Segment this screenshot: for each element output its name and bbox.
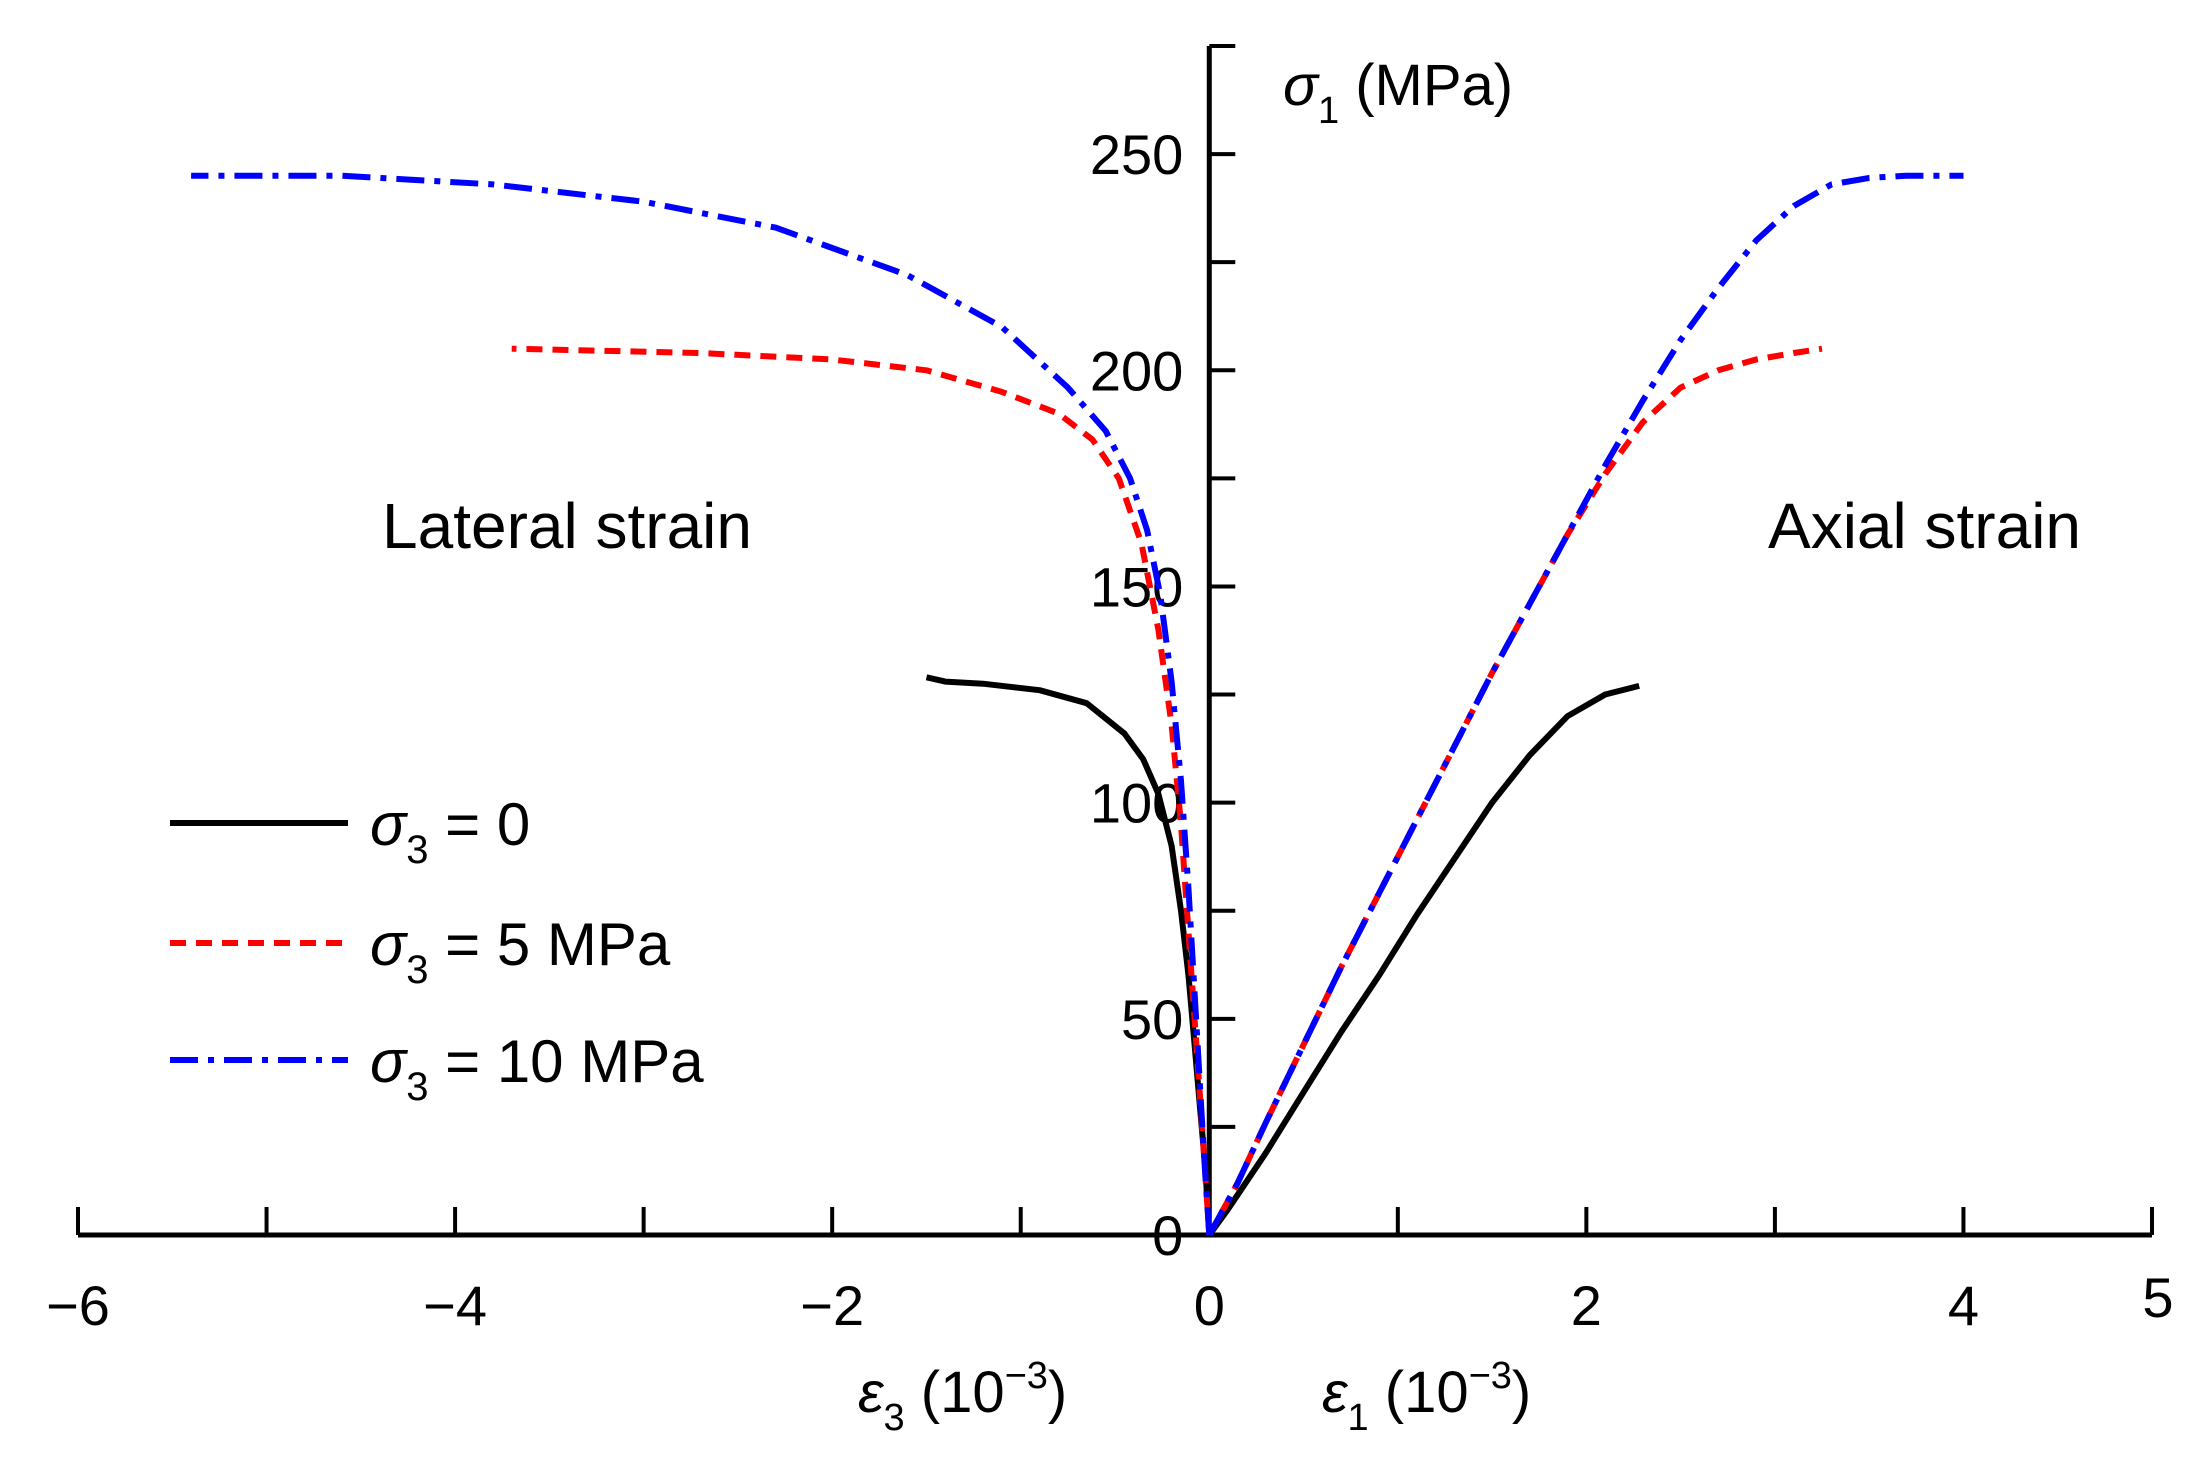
x-label-axial-symbol: ε: [1322, 1360, 1349, 1425]
x-axis-label-axial: ε1 (10−3): [1322, 1355, 1531, 1439]
x-label-axial-close: ): [1512, 1360, 1531, 1425]
legend: σ3 = 0 σ3 = 5 MPa σ3 = 10 MPa: [170, 791, 704, 1109]
series-layer: [191, 172, 1964, 1237]
x-ticks: −6 −4 −2 0 2 4 5: [46, 1207, 2174, 1337]
series-1-axial-line: [1206, 682, 1640, 1237]
x-label-axial-subscript: 1: [1348, 1397, 1369, 1439]
x-tick-label: 5: [2142, 1266, 2173, 1329]
series-3-axial-line: [1206, 172, 1964, 1237]
x-label-lateral-unit: (10: [905, 1360, 1005, 1425]
y-tick-label: 0: [1152, 1204, 1183, 1267]
x-label-lateral-superscript: −3: [1005, 1355, 1048, 1397]
x-label-axial-unit: (10: [1369, 1360, 1469, 1425]
x-label-lateral-close: ): [1048, 1360, 1067, 1425]
y-tick-label: 250: [1090, 123, 1183, 186]
x-label-lateral-subscript: 3: [884, 1397, 905, 1439]
x-tick-label: −4: [423, 1274, 487, 1337]
x-label-axial-superscript: −3: [1469, 1355, 1512, 1397]
x-tick-label: 0: [1194, 1274, 1225, 1337]
x-tick-label: −6: [46, 1274, 110, 1337]
y-label-symbol: σ: [1283, 53, 1320, 118]
y-tick-label: 200: [1090, 339, 1183, 402]
x-label-lateral-symbol: ε: [858, 1360, 885, 1425]
legend-label: σ3 = 10 MPa: [370, 1028, 704, 1109]
axes: [78, 46, 2152, 1238]
series-3-lateral-line: [191, 172, 1213, 1236]
y-label-subscript: 1: [1318, 90, 1339, 132]
x-axis-label-lateral: ε3 (10−3): [858, 1355, 1067, 1439]
x-tick-label: −2: [800, 1274, 864, 1337]
series-2-lateral-line: [511, 345, 1213, 1236]
legend-label: σ3 = 5 MPa: [370, 911, 671, 992]
annotation-axial-strain: Axial strain: [1768, 490, 2081, 562]
legend-label: σ3 = 0: [370, 791, 530, 872]
series-1-lateral-line: [925, 674, 1213, 1236]
annotation-lateral-strain: Lateral strain: [382, 490, 752, 562]
y-tick-label: 50: [1121, 988, 1183, 1051]
series-2-axial-line: [1206, 345, 1823, 1237]
x-tick-label: 4: [1948, 1274, 1979, 1337]
y-tick-label: 150: [1090, 555, 1183, 618]
y-axis-label: σ1 (MPa): [1283, 53, 1513, 132]
y-label-unit: (MPa): [1339, 53, 1513, 118]
x-tick-label: 2: [1571, 1274, 1602, 1337]
